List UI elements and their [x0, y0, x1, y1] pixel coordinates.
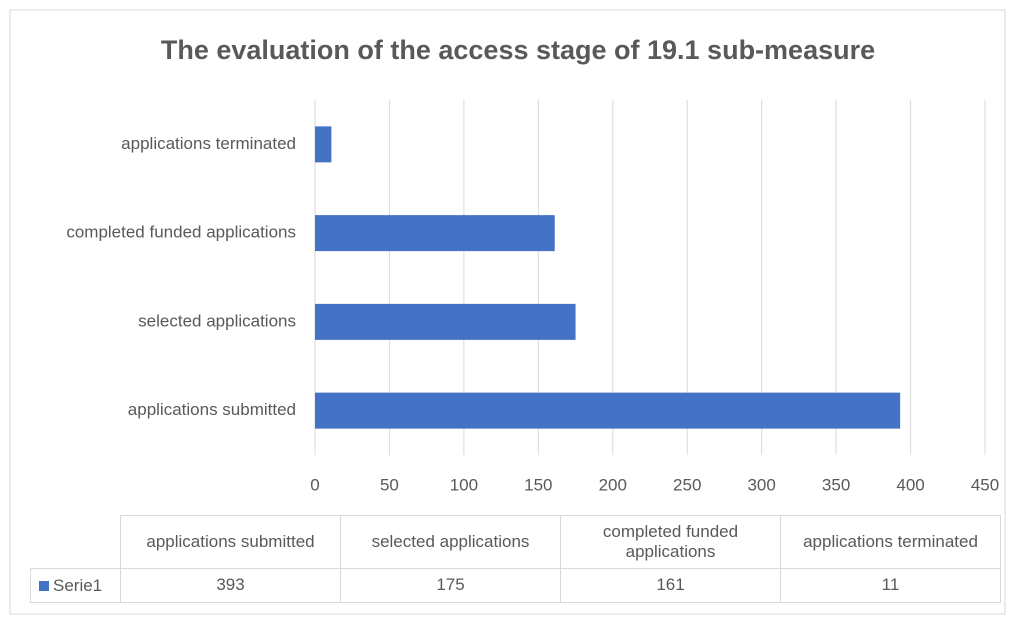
x-tick-label: 150	[524, 475, 552, 494]
legend-swatch	[39, 580, 49, 591]
table-value: 393	[120, 568, 341, 603]
legend-label: Serie1	[53, 575, 103, 595]
bar	[315, 126, 332, 163]
table-value: 161	[560, 568, 781, 603]
table-header: selected applications	[340, 515, 561, 569]
chart-border	[9, 9, 1006, 615]
x-tick-label: 100	[450, 475, 478, 494]
x-tick-label: 400	[896, 475, 924, 494]
y-tick-label: completed funded applications	[66, 223, 296, 242]
table-header: completed funded applications	[560, 515, 781, 569]
bar	[315, 303, 576, 340]
table-header: applications submitted	[120, 515, 341, 569]
x-tick-label: 0	[310, 475, 319, 494]
x-tick-label: 50	[380, 475, 399, 494]
y-tick-label: applications terminated	[121, 134, 296, 153]
table-header: applications terminated	[780, 515, 1001, 569]
x-tick-label: 350	[822, 475, 850, 494]
table-legend-cell: Serie1	[30, 568, 121, 603]
bar	[315, 215, 555, 252]
x-tick-label: 250	[673, 475, 701, 494]
table-value: 175	[340, 568, 561, 603]
bar	[315, 392, 901, 429]
x-tick-label: 450	[971, 475, 999, 494]
y-tick-label: selected applications	[138, 311, 296, 330]
table-value: 11	[780, 568, 1001, 603]
x-tick-label: 200	[599, 475, 627, 494]
y-tick-label: applications submitted	[128, 400, 296, 419]
chart-title: The evaluation of the access stage of 19…	[161, 35, 875, 65]
x-tick-label: 300	[747, 475, 775, 494]
